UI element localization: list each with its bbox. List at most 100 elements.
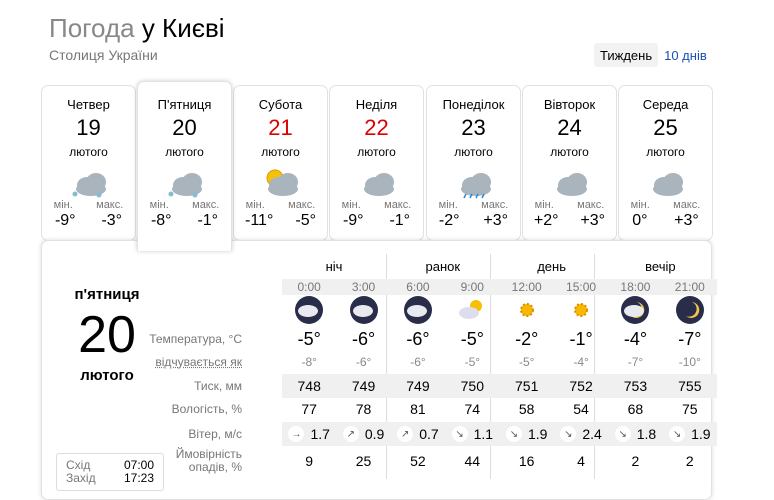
wind-cell: ↗ 0.7: [391, 422, 445, 446]
wind-value: 2.4: [582, 426, 602, 442]
moon-icon: [674, 294, 706, 331]
time-label: 12:00: [511, 280, 542, 294]
day-card[interactable]: Субота 21 лютого мін. макс. -11° -5°: [233, 85, 328, 241]
wind-cell: ↗ 0.9: [336, 422, 390, 446]
row-pressure: Тиск, мм 748 749 749 750 751 752 753 755: [42, 374, 717, 398]
humidity-value: 78: [355, 401, 372, 417]
pressure-value: 750: [460, 378, 484, 394]
wind-cell: ↘ 2.4: [554, 422, 608, 446]
feels-value: -7°: [627, 355, 644, 369]
tab-week[interactable]: Тиждень: [594, 43, 659, 67]
wind-cell: ↘ 1.1: [445, 422, 499, 446]
night-cloudy-icon: [293, 294, 325, 331]
tab-10-days[interactable]: 10 днів: [664, 48, 707, 63]
sunset-label: Захід: [66, 471, 96, 485]
max-temp: -1°: [389, 212, 411, 229]
sunset-time: 17:23: [123, 471, 154, 485]
precip-cell: 44: [445, 447, 499, 475]
sunrise-label: Схід: [66, 458, 91, 472]
pressure-value: 753: [623, 378, 648, 394]
pressure-value: 748: [297, 378, 321, 394]
precip-value: 2: [631, 453, 640, 469]
temp-cell: -1°: [554, 327, 608, 351]
precip-value: 52: [410, 453, 426, 469]
temp-value: -6°: [351, 328, 376, 349]
humidity-value: 74: [464, 401, 481, 417]
pressure-value: 749: [351, 378, 376, 394]
max-temp: -3°: [101, 212, 123, 229]
row-feels: відчувається як -8° -6° -6° -5° -5° -4° -7° -10°: [42, 350, 717, 374]
row-wind: Вітер, м/с → 1.7 ↗ 0.9 ↗ 0.7 ↘ 1.1 ↘ 1.9 ↘ 2.4 ↘ 1.8 ↘ 1…: [42, 422, 717, 446]
min-temp: -11°: [245, 212, 274, 229]
pressure-cell: 749: [391, 374, 445, 398]
pressure-cell: 752: [554, 374, 608, 398]
row-time: 0:00 3:00 6:00 9:00 12:00 15:00 18:00 21:00: [42, 279, 717, 295]
detail-weekday: п'ятниця: [74, 286, 140, 303]
feels-value: -6°: [410, 355, 426, 369]
day-name: Понеділок: [442, 97, 505, 112]
wind-value: 1.8: [636, 426, 657, 442]
feels-cell: -6°: [336, 350, 390, 374]
feels-cell: -10°: [663, 350, 717, 374]
icon-cell: [554, 297, 608, 327]
precip-value: 4: [577, 453, 585, 469]
wind-direction-icon: ↘: [669, 426, 686, 442]
humidity-cell: 77: [282, 397, 336, 421]
precip-cell: 25: [336, 447, 390, 475]
cloudy-rain-icon: [427, 165, 520, 199]
pressure-cell: 750: [445, 374, 499, 398]
day-date: 19: [76, 115, 101, 140]
row-label: Температура, °C: [149, 331, 242, 346]
feels-cell: -5°: [445, 350, 499, 374]
day-card[interactable]: Середа 25 лютого мін. макс. 0° +3°: [618, 85, 713, 241]
max-temp: -5°: [295, 212, 316, 229]
wind-direction-icon: →: [288, 426, 305, 442]
day-month: лютого: [261, 145, 300, 159]
wind-cell: ↘ 1.8: [608, 422, 662, 446]
time-label: 6:00: [406, 280, 430, 294]
title-prefix: Погода: [49, 13, 135, 43]
humidity-value: 75: [682, 401, 698, 417]
max-label: макс.: [481, 199, 509, 211]
day-detail-panel: п'ятниця 20 лютого Схід 07:00 Захід 17:23 …: [41, 240, 717, 500]
wind-direction-icon: ↘: [505, 426, 522, 442]
humidity-value: 54: [573, 401, 589, 417]
day-card[interactable]: Неділя 22 лютого мін. макс. -9° -1°: [329, 85, 424, 241]
day-date: 20: [172, 115, 197, 140]
wind-value: 0.9: [364, 426, 385, 442]
day-card[interactable]: Четвер 19 лютого мін. макс. -9° -3°: [41, 85, 136, 241]
precip-value: 44: [464, 453, 481, 469]
max-label: макс.: [577, 199, 605, 211]
cloudy-icon: [619, 165, 712, 199]
precip-cell: 16: [500, 447, 554, 475]
day-date: 22: [364, 115, 389, 140]
day-card[interactable]: Понеділок 23 лютого мін. макс. -2° +3°: [426, 85, 521, 241]
icon-cell: [500, 297, 554, 327]
precip-value: 9: [305, 453, 314, 469]
day-name: Вівторок: [543, 97, 596, 112]
time-label: 3:00: [351, 280, 376, 294]
max-label: макс.: [192, 199, 220, 211]
row-label: Вітер, м/с: [188, 426, 242, 441]
feels-cell: -7°: [608, 350, 662, 374]
row-icon: [42, 295, 717, 327]
icon-cell: [663, 295, 717, 327]
wind-value: 1.9: [527, 426, 548, 442]
night-overcast-snow-icon: [402, 294, 434, 331]
feels-value: -6°: [355, 355, 372, 369]
time-label: 18:00: [620, 280, 651, 294]
day-card[interactable]: П'ятниця 20 лютого мін. макс. -8° -1°: [137, 81, 232, 251]
humidity-cell: 68: [608, 397, 662, 421]
humidity-cell: 78: [336, 397, 390, 421]
precip-value: 2: [685, 453, 694, 469]
wind-cell: → 1.7: [282, 422, 336, 446]
day-name: Неділя: [355, 97, 398, 112]
humidity-cell: 54: [554, 397, 608, 421]
day-card[interactable]: Вівторок 24 лютого мін. макс. +2° +3°: [522, 85, 617, 241]
max-temp: +3°: [674, 212, 699, 229]
temp-cell: -4°: [608, 327, 662, 351]
day-month: лютого: [357, 145, 396, 159]
humidity-cell: 74: [445, 397, 499, 421]
day-date: 23: [461, 115, 486, 140]
humidity-cell: 75: [663, 397, 717, 421]
